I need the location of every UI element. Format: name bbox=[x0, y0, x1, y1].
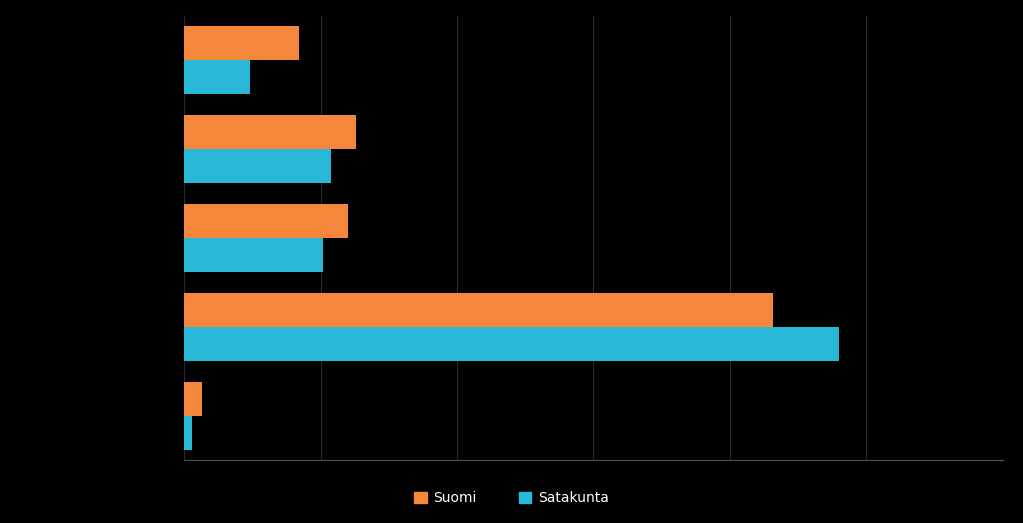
Bar bbox=[184, 327, 839, 361]
Bar bbox=[184, 293, 773, 327]
Bar bbox=[184, 416, 192, 450]
Bar bbox=[184, 60, 250, 94]
Bar bbox=[184, 382, 203, 416]
Bar bbox=[184, 26, 299, 60]
Bar bbox=[184, 204, 348, 238]
Bar bbox=[184, 238, 323, 272]
Legend: Suomi, Satakunta: Suomi, Satakunta bbox=[408, 486, 615, 511]
Bar bbox=[184, 115, 356, 149]
Bar bbox=[184, 149, 331, 183]
